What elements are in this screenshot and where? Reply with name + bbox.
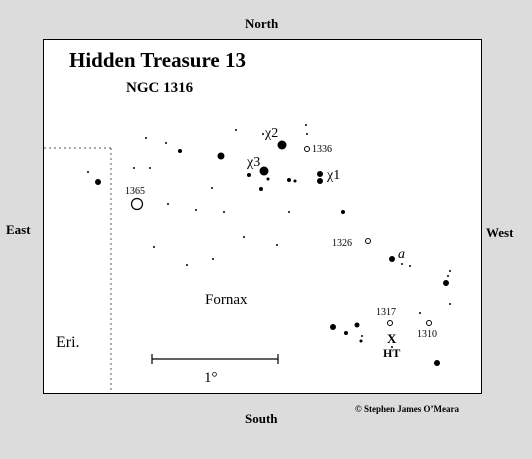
label-chi3: χ3 <box>246 155 260 170</box>
star <box>419 312 421 314</box>
star-chart: Hidden Treasure 13 NGC 1316 <box>43 39 482 394</box>
label-hidden-treasure: HT <box>383 346 400 360</box>
constellation-boundary <box>44 147 112 391</box>
star <box>195 209 197 211</box>
star <box>401 263 403 265</box>
star <box>243 236 245 238</box>
star <box>359 339 363 343</box>
chart-subtitle: NGC 1316 <box>126 80 194 96</box>
label-ngc1326: 1326 <box>332 238 352 249</box>
copyright-credit: © Stephen James O’Meara <box>355 404 459 414</box>
galaxy-ngc1317 <box>387 320 393 326</box>
star <box>341 210 345 214</box>
label-x-marker: X <box>387 331 397 346</box>
star <box>443 280 449 286</box>
star <box>87 171 89 173</box>
star <box>434 360 440 366</box>
star <box>211 187 213 189</box>
label-ngc1310: 1310 <box>417 329 437 340</box>
star <box>247 173 251 177</box>
stars <box>87 124 451 366</box>
scale-bar-label: 1° <box>204 370 218 386</box>
star <box>95 179 101 185</box>
star <box>287 178 291 182</box>
label-chi1: χ1 <box>326 168 340 183</box>
star <box>409 265 411 267</box>
galaxy-ngc1310 <box>426 320 432 326</box>
galaxy-ngc1326 <box>365 238 371 244</box>
label-ngc1365: 1365 <box>125 186 145 197</box>
star <box>262 133 264 135</box>
star <box>133 167 135 169</box>
star <box>217 152 225 160</box>
star <box>330 324 336 330</box>
label-fornax: Fornax <box>205 292 248 308</box>
galaxies <box>130 146 432 326</box>
star <box>259 166 269 176</box>
star <box>149 167 151 169</box>
label-ngc1317: 1317 <box>376 307 396 318</box>
star <box>186 264 188 266</box>
label-ngc1336: 1336 <box>312 144 332 155</box>
star <box>223 211 225 213</box>
star <box>153 246 155 248</box>
star <box>178 149 182 153</box>
star <box>449 303 451 305</box>
star <box>276 244 278 246</box>
galaxy-ngc1365 <box>130 197 144 211</box>
star <box>305 124 307 126</box>
west-label: West <box>486 225 514 240</box>
star <box>212 258 214 260</box>
star-field: 1365 1336 1326 1317 1310 χ1 χ2 χ3 a X HT… <box>44 124 451 391</box>
star <box>344 331 348 335</box>
label-eridanus: Eri. <box>56 334 80 351</box>
star <box>389 256 395 262</box>
star <box>165 142 167 144</box>
star <box>145 137 147 139</box>
star <box>293 179 297 183</box>
star <box>167 203 169 205</box>
star <box>266 177 270 181</box>
star <box>277 140 287 150</box>
north-label: North <box>245 16 279 31</box>
star <box>447 275 449 277</box>
star <box>361 335 363 337</box>
label-chi2: χ2 <box>264 126 278 141</box>
star <box>317 171 323 177</box>
star <box>354 322 360 328</box>
star <box>449 270 451 272</box>
label-a: a <box>398 247 405 262</box>
star <box>317 178 323 184</box>
star <box>306 133 308 135</box>
star <box>391 346 393 348</box>
chart-title: Hidden Treasure 13 <box>69 48 246 72</box>
east-label: East <box>6 222 31 237</box>
star <box>235 129 237 131</box>
galaxy-ngc1336 <box>304 146 310 152</box>
star <box>288 211 290 213</box>
scale-bar <box>151 354 279 364</box>
star <box>259 187 263 191</box>
south-label: South <box>245 411 278 426</box>
